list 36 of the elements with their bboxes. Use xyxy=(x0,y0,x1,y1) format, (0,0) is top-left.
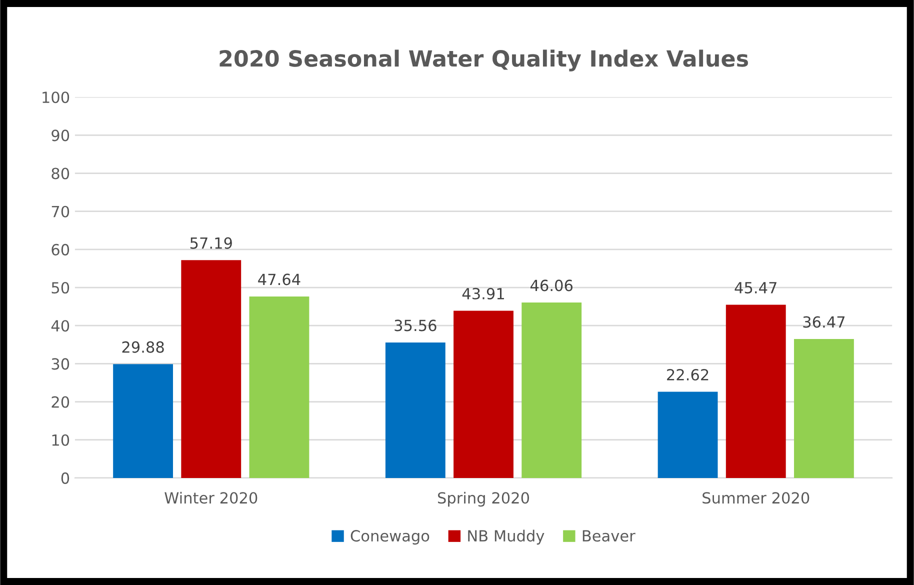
bar xyxy=(249,296,310,478)
chart-title: 2020 Seasonal Water Quality Index Values xyxy=(220,50,748,72)
y-tick-label: 90 xyxy=(52,130,70,142)
bar xyxy=(726,304,786,478)
data-label: 45.47 xyxy=(734,282,776,294)
data-label: 29.88 xyxy=(122,341,164,353)
x-tick-label: Spring 2020 xyxy=(438,492,530,507)
data-label: 36.47 xyxy=(803,316,845,328)
y-tick-label: 70 xyxy=(52,206,70,218)
y-tick-label: 0 xyxy=(61,472,70,484)
legend-label: Conewago xyxy=(350,530,430,545)
data-label: 22.62 xyxy=(667,368,708,381)
legend-label: NB Muddy xyxy=(468,530,544,545)
bar xyxy=(113,364,173,478)
y-tick-label: 100 xyxy=(42,92,70,104)
legend-label: Beaver xyxy=(582,530,636,542)
data-label: 35.56 xyxy=(394,320,436,332)
x-tick-label: Summer 2020 xyxy=(702,492,810,504)
y-tick-label: 80 xyxy=(52,168,70,180)
bar xyxy=(522,302,582,478)
bar xyxy=(385,342,446,478)
x-tick-label: Winter 2020 xyxy=(164,492,258,504)
y-tick-label: 10 xyxy=(52,434,70,446)
y-tick-label: 50 xyxy=(52,282,70,294)
data-label: 57.19 xyxy=(190,237,232,249)
y-tick-label: 30 xyxy=(52,358,70,370)
data-label: 47.64 xyxy=(258,274,300,286)
y-tick-label: 20 xyxy=(52,396,70,408)
data-label: 43.91 xyxy=(462,288,504,300)
bar xyxy=(658,392,718,478)
bar xyxy=(454,310,514,478)
bar xyxy=(181,260,242,478)
data-label: 46.06 xyxy=(530,280,573,292)
bar xyxy=(794,339,854,478)
y-tick-label: 60 xyxy=(52,244,70,256)
y-tick-label: 40 xyxy=(51,320,70,332)
